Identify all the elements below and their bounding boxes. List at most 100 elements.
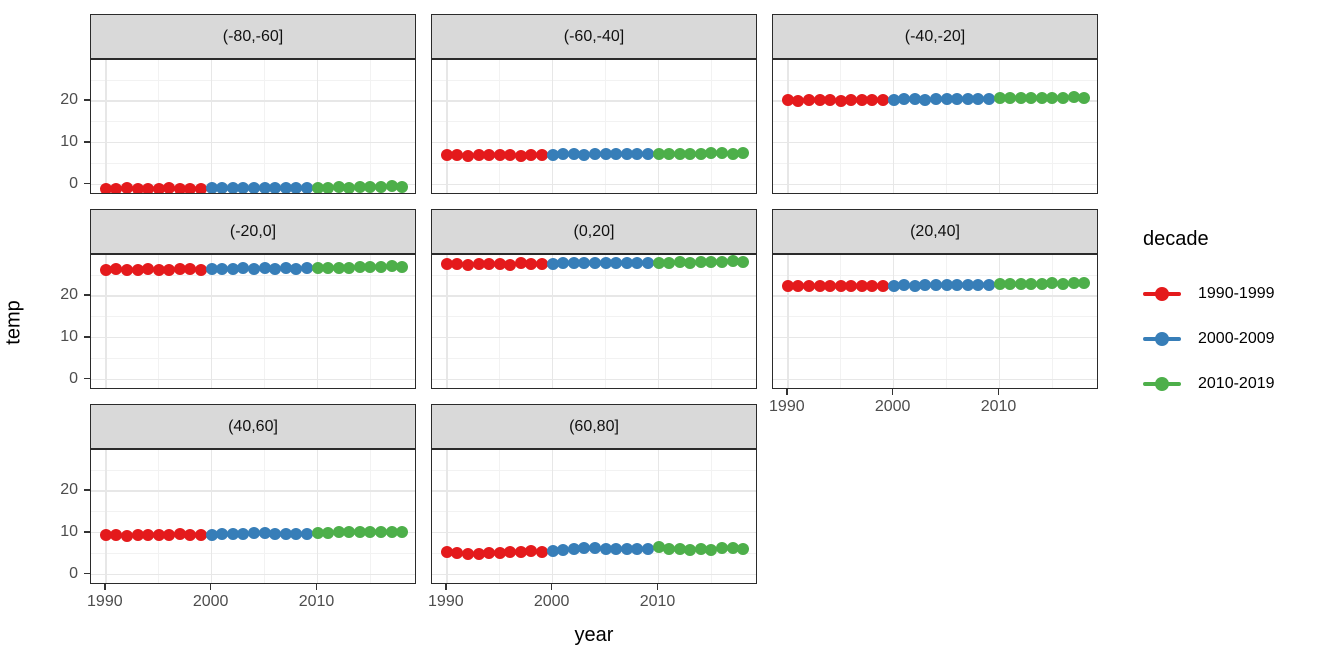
data-point xyxy=(514,257,527,270)
data-point xyxy=(343,526,356,539)
data-point xyxy=(226,182,239,193)
data-point xyxy=(184,183,197,193)
data-point xyxy=(269,262,282,275)
data-point xyxy=(440,545,453,558)
data-point xyxy=(472,149,485,162)
gridline-major-h xyxy=(91,295,415,297)
gridline-major-v xyxy=(316,60,319,193)
gridline-major-v xyxy=(551,450,554,583)
legend-label: 2010-2019 xyxy=(1198,374,1275,392)
data-point xyxy=(536,258,549,271)
data-point xyxy=(163,264,176,277)
data-point xyxy=(396,261,409,274)
gridline-minor-v xyxy=(946,255,948,388)
y-tick-mark xyxy=(84,335,90,338)
data-point xyxy=(290,262,303,275)
gridline-minor-h xyxy=(432,511,756,513)
y-tick-label: 10 xyxy=(60,522,78,540)
data-point xyxy=(705,543,718,556)
legend-entry: 2010-2019 xyxy=(1143,361,1275,406)
data-point xyxy=(930,279,942,292)
data-point xyxy=(237,181,250,193)
data-point xyxy=(216,528,229,541)
data-point xyxy=(483,257,496,270)
facet-strip: (20,40] xyxy=(772,209,1098,254)
data-point xyxy=(716,147,728,160)
gridline-major-v xyxy=(998,255,1001,388)
data-point xyxy=(269,528,282,540)
data-point xyxy=(536,149,549,162)
gridline-minor-h xyxy=(773,163,1097,165)
data-point xyxy=(385,525,398,538)
data-point xyxy=(631,256,644,269)
gridline-minor-v xyxy=(710,450,712,583)
data-point xyxy=(1025,92,1038,105)
data-point xyxy=(226,528,239,540)
data-point xyxy=(940,278,953,291)
data-point xyxy=(705,147,718,160)
data-point xyxy=(567,148,580,161)
legend-key-icon xyxy=(1143,331,1181,346)
data-point xyxy=(824,94,837,107)
data-point xyxy=(525,545,538,558)
data-point xyxy=(173,528,186,541)
y-tick-mark xyxy=(84,489,90,491)
data-point xyxy=(375,181,387,193)
gridline-minor-h xyxy=(432,469,756,471)
y-tick-label: 0 xyxy=(69,174,78,192)
gridline-major-v xyxy=(657,450,660,583)
facet-strip: (-20,0] xyxy=(90,209,416,254)
gridline-major-v xyxy=(446,60,448,193)
data-point xyxy=(737,542,750,555)
gridline-minor-v xyxy=(840,255,842,388)
gridline-minor-v xyxy=(710,60,712,193)
data-point xyxy=(631,543,644,556)
data-point xyxy=(1046,277,1059,290)
data-point xyxy=(163,182,176,193)
data-point xyxy=(364,181,377,193)
x-tick-mark xyxy=(104,584,106,590)
facet-panel xyxy=(90,449,416,584)
gridline-major-v xyxy=(892,60,895,193)
data-point xyxy=(684,147,697,160)
data-point xyxy=(663,256,676,269)
gridline-minor-v xyxy=(499,450,501,583)
x-tick-mark xyxy=(550,584,553,590)
y-tick-label: 20 xyxy=(60,90,78,108)
gridline-major-h xyxy=(432,532,756,534)
data-point xyxy=(142,183,155,193)
y-tick-mark xyxy=(84,182,90,185)
data-point xyxy=(396,525,409,538)
data-point xyxy=(353,261,366,274)
data-point xyxy=(578,541,591,554)
data-point xyxy=(152,529,165,542)
data-point xyxy=(1014,92,1027,105)
data-point xyxy=(834,279,847,292)
data-point xyxy=(269,182,282,193)
data-point xyxy=(641,148,654,161)
data-point xyxy=(855,279,868,292)
x-tick-label: 1990 xyxy=(769,398,805,415)
gridline-minor-v xyxy=(499,60,501,193)
x-tick-mark xyxy=(891,389,894,395)
gridline-minor-h xyxy=(91,469,415,471)
data-point xyxy=(993,92,1006,105)
data-point xyxy=(673,147,686,160)
data-point xyxy=(982,92,995,105)
data-point xyxy=(451,257,464,270)
gridline-major-v xyxy=(657,255,660,388)
data-point xyxy=(493,258,506,271)
data-point xyxy=(152,182,165,193)
data-point xyxy=(332,526,345,539)
gridline-minor-h xyxy=(432,274,756,276)
data-point xyxy=(716,256,728,269)
data-point xyxy=(557,148,570,161)
data-point xyxy=(1067,91,1080,104)
gridline-minor-h xyxy=(91,79,415,81)
y-tick-mark xyxy=(84,572,90,575)
data-point xyxy=(557,257,570,270)
data-point xyxy=(951,279,964,292)
data-point xyxy=(343,261,356,274)
gridline-major-v xyxy=(446,255,448,388)
data-point xyxy=(620,543,633,556)
